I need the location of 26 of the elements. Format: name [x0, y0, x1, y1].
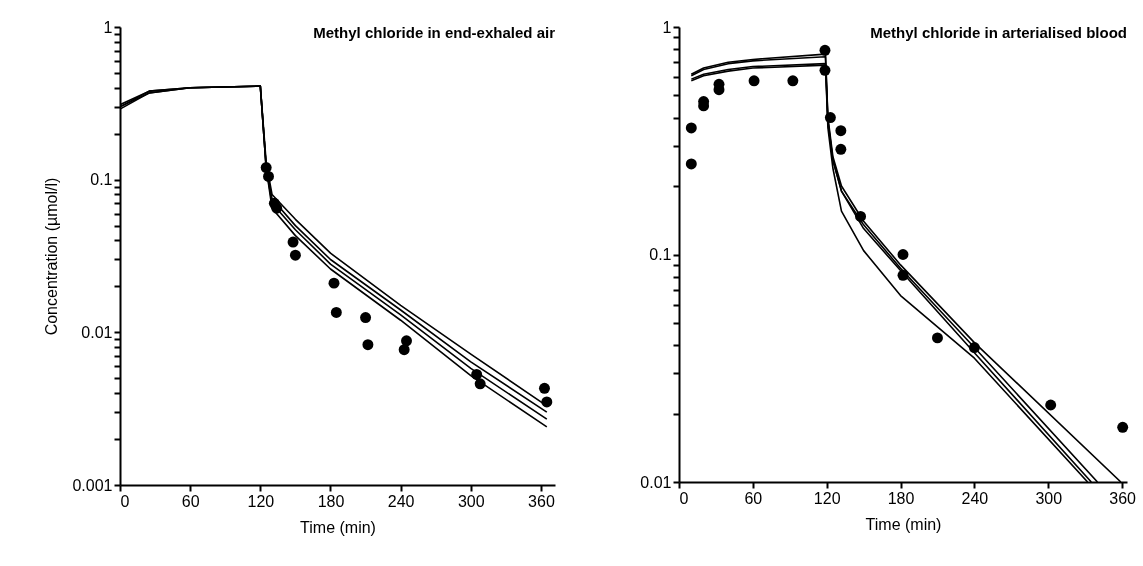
y-tick-label: 0.1	[649, 246, 672, 263]
x-tick-label: 60	[181, 492, 200, 510]
x-tick-label: 360	[528, 492, 555, 510]
x-tick-label: 0	[679, 489, 689, 507]
y-tick-label: 1	[662, 18, 672, 36]
y-tick-label: 0.001	[72, 476, 113, 494]
x-tick-label: 300	[457, 492, 485, 510]
y-tick-label: 0.1	[90, 171, 113, 189]
y-axis-title: Concentration (µmol/l)	[43, 177, 61, 336]
x-tick-label: 360	[1109, 489, 1137, 507]
x-tick-label: 180	[317, 492, 345, 510]
chart-title: Methyl chloride in end-exhaled air	[313, 24, 556, 41]
y-tick-label: 1	[103, 18, 113, 36]
chart-title: Methyl chloride in arterialised blood	[870, 24, 1127, 41]
x-tick-label: 240	[961, 489, 989, 507]
y-tick-label: 0.01	[81, 323, 113, 341]
x-axis-title: Time (min)	[300, 518, 376, 536]
x-tick-label: 60	[744, 489, 763, 507]
x-tick-label: 120	[247, 492, 275, 510]
y-tick-label: 0.01	[640, 473, 672, 491]
x-tick-label: 120	[813, 489, 841, 507]
x-axis-title: Time (min)	[865, 515, 942, 533]
x-tick-label: 240	[387, 492, 415, 510]
x-tick-label: 300	[1035, 489, 1063, 507]
x-tick-label: 180	[887, 489, 915, 507]
x-tick-label: 0	[120, 492, 130, 510]
